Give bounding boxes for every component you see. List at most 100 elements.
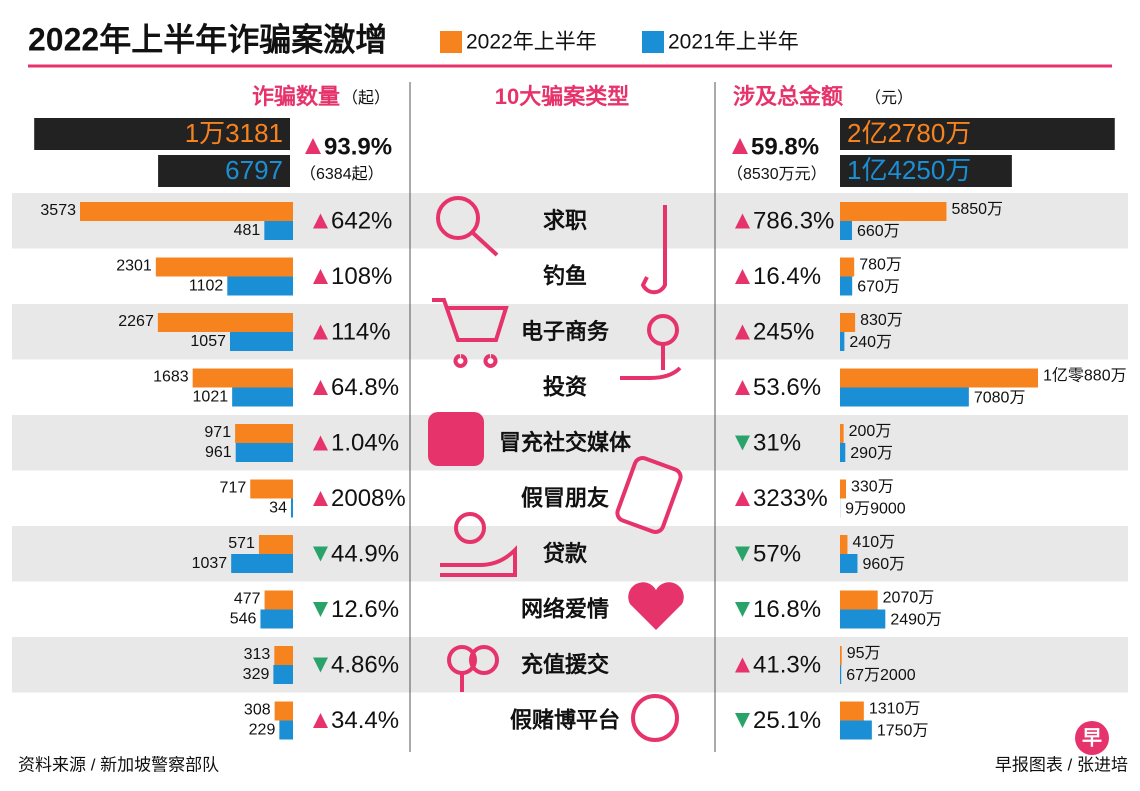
- count-bar-2022: [264, 590, 293, 610]
- count-bar-2022: [235, 424, 293, 443]
- icon-search: [436, 196, 480, 240]
- fraud-type: 充值援交: [521, 652, 609, 677]
- icon-heart: [628, 582, 684, 630]
- count-label-2021: 961: [205, 444, 232, 461]
- arrow-up: [735, 213, 750, 229]
- count-change: 64.8%: [331, 374, 399, 401]
- fraud-type: 冒充社交媒体: [499, 430, 632, 455]
- amount-bar-2021: [840, 665, 842, 684]
- count-bar-2021: [273, 665, 293, 684]
- arrow-up: [735, 491, 750, 506]
- arrow-up: [732, 138, 748, 154]
- total-change: 93.9%: [324, 133, 392, 160]
- arrow-up: [313, 380, 328, 395]
- arrow-up: [313, 713, 328, 728]
- amount-bar-2022: [840, 257, 855, 277]
- count-label-2022: 3573: [40, 202, 76, 219]
- amount-change: 57%: [753, 540, 801, 567]
- arrow-up: [313, 435, 328, 451]
- legend-swatch: [440, 31, 462, 53]
- count-label-2021: 481: [234, 222, 261, 239]
- icon-loan: [440, 545, 517, 577]
- amount-bar-2022: [840, 590, 878, 610]
- amount-label-2021: 670万: [857, 279, 900, 296]
- icon-loan: [454, 512, 486, 544]
- count-label-2021: 1102: [189, 278, 224, 295]
- count-change: 34.4%: [331, 707, 399, 734]
- total-label-2022: 1万3181: [185, 118, 283, 148]
- amount-bar-2021: [840, 609, 886, 629]
- count-bar-2021: [231, 554, 293, 573]
- amount-bar-2021: [840, 276, 853, 296]
- amount-label-2021: 960万: [862, 556, 905, 573]
- amount-label-2022: 200万: [849, 423, 892, 440]
- total-diff: （6384起）: [300, 165, 384, 183]
- logo-circle: [1075, 721, 1109, 755]
- amount-change: 16.8%: [753, 596, 821, 623]
- count-change: 4.86%: [331, 651, 399, 678]
- icon-invest: [620, 345, 682, 380]
- count-label-2022: 571: [228, 535, 255, 552]
- arrow-down: [313, 546, 328, 562]
- amount-bar-2021: [840, 221, 853, 240]
- amount-bar-2022: [840, 368, 1038, 388]
- fraud-type: 钓鱼: [543, 263, 587, 288]
- count-bar-2021: [227, 276, 293, 296]
- amount-label-2022: 2070万: [883, 590, 935, 607]
- arrow-down: [313, 602, 328, 617]
- amount-bar-2021: [840, 332, 845, 351]
- total-amount-label-2021: 1亿4250万: [847, 155, 971, 185]
- icon-phone: [615, 456, 683, 534]
- total-amount-diff: （8530万元）: [727, 165, 827, 183]
- row-band: [12, 526, 1128, 582]
- arrow-up: [305, 138, 321, 154]
- arrow-down: [735, 546, 750, 562]
- row-band: [12, 415, 1128, 471]
- count-bar-2021: [264, 221, 293, 240]
- arrow-up: [313, 491, 328, 506]
- icon-hook: [640, 205, 667, 295]
- amount-bar-2022: [840, 313, 856, 332]
- amount-label-2021: 1750万: [877, 723, 929, 740]
- fraud-type: 假赌博平台: [510, 707, 620, 732]
- amount-change: 16.4%: [753, 263, 821, 290]
- title: 2022年上半年诈骗案激增: [28, 21, 387, 57]
- logo: 早: [1082, 727, 1102, 749]
- icon-chip: [631, 694, 679, 742]
- amount-label-2022: 95万: [847, 645, 881, 662]
- fraud-type: 求职: [543, 208, 587, 233]
- count-label-2021: 34: [269, 500, 287, 517]
- amount-change: 53.6%: [753, 374, 821, 401]
- count-change: 642%: [331, 207, 392, 234]
- arrow-up: [313, 324, 328, 340]
- count-label-2022: 1683: [153, 369, 189, 386]
- count-label-2022: 313: [244, 646, 271, 663]
- legend-label: 2021年上半年: [668, 31, 799, 54]
- amount-label-2022: 1亿零880万: [1043, 367, 1127, 385]
- total-label-2021: 6797: [225, 155, 283, 185]
- count-bar-2021: [260, 609, 293, 629]
- icon-fake: [428, 412, 484, 466]
- icons: [428, 196, 684, 742]
- fraud-type: 投资: [543, 374, 587, 399]
- arrow-up: [735, 657, 750, 673]
- total-amount-label-2022: 2亿2780万: [847, 118, 971, 148]
- amount-change: 245%: [753, 318, 814, 345]
- amount-change: 3233%: [753, 485, 828, 512]
- count-bar-2021: [279, 720, 293, 740]
- arrow-down: [735, 602, 750, 617]
- amount-label-2022: 5850万: [951, 201, 1003, 218]
- amount-label-2022: 1310万: [869, 701, 921, 718]
- icon-cart: [432, 298, 509, 368]
- count-header: 诈骗数量: [252, 84, 340, 109]
- amount-bar-2022: [840, 424, 844, 443]
- count-label-2022: 717: [220, 480, 247, 497]
- amount-label-2021: 7080万: [974, 390, 1026, 407]
- source: 资料来源 / 新加坡警察部队: [18, 755, 219, 774]
- amount-label-2022: 410万: [852, 534, 895, 551]
- arrow-down: [735, 435, 750, 451]
- count-label-2022: 308: [244, 702, 271, 719]
- count-label-2021: 546: [230, 611, 257, 628]
- amount-change: 41.3%: [753, 651, 821, 678]
- amount-label-2021: 67万2000: [846, 667, 915, 684]
